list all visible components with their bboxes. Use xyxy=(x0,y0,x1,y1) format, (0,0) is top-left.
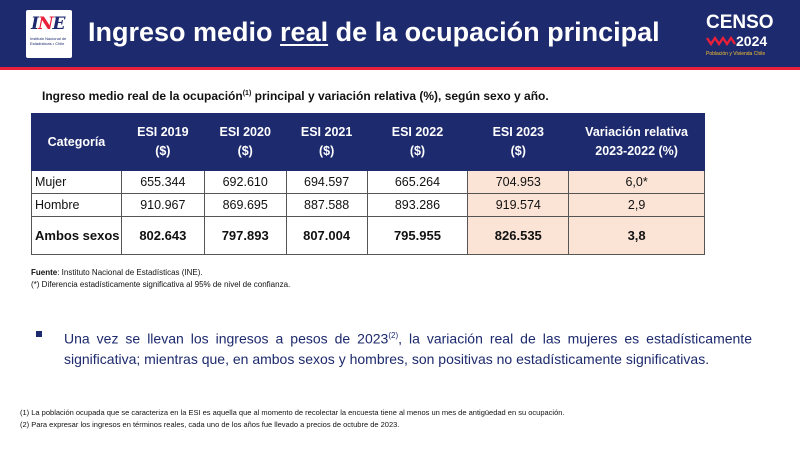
cell-categoria: Ambos sexos xyxy=(31,216,122,255)
cell-variacion: 2,9 xyxy=(568,193,705,217)
header-categoria: Categoría xyxy=(31,113,122,171)
censo-logo: CENSO 2024 Población y Vivienda Chile xyxy=(706,12,784,62)
significance-note: (*) Diferencia estadísticamente signific… xyxy=(31,280,291,289)
cell-esi-2020: 869.695 xyxy=(203,193,287,217)
table-row: Hombre 910.967 869.695 887.588 893.286 9… xyxy=(31,193,705,217)
footnotes: (1) La población ocupada que se caracter… xyxy=(20,407,565,431)
header-esi-2019: ESI 2019 ($) xyxy=(120,113,205,171)
cell-esi-2021: 807.004 xyxy=(285,216,368,255)
cell-categoria: Mujer xyxy=(31,170,122,194)
table-source: Fuente: Instituto Nacional de Estadístic… xyxy=(31,267,290,291)
cell-categoria: Hombre xyxy=(31,193,122,217)
censo-logo-word: CENSO xyxy=(706,12,774,33)
cell-esi-2023: 826.535 xyxy=(467,216,570,255)
header-esi-2023: ESI 2023 ($) xyxy=(467,113,570,171)
cell-esi-2019: 910.967 xyxy=(120,193,205,217)
table-header-row: Categoría ESI 2019 ($) ESI 2020 ($) ESI 20… xyxy=(31,113,705,171)
cell-esi-2022: 893.286 xyxy=(366,193,469,217)
cell-esi-2023: 704.953 xyxy=(467,170,570,194)
key-finding-text: Una vez se llevan los ingresos a pesos d… xyxy=(64,330,752,367)
cell-esi-2021: 887.588 xyxy=(285,193,368,217)
header-esi-2021: ESI 2021 ($) xyxy=(285,113,368,171)
income-table: Categoría ESI 2019 ($) ESI 2020 ($) ESI 20… xyxy=(31,113,705,255)
cell-esi-2020: 692.610 xyxy=(203,170,287,194)
censo-logo-subtitle: Población y Vivienda Chile xyxy=(706,51,766,57)
header-esi-2022: ESI 2022 ($) xyxy=(366,113,469,171)
cell-esi-2022: 795.955 xyxy=(366,216,469,255)
key-finding-bullet: Una vez se llevan los ingresos a pesos d… xyxy=(36,326,752,369)
cell-esi-2021: 694.597 xyxy=(285,170,368,194)
footnote-1: (1) La población ocupada que se caracter… xyxy=(20,408,565,417)
table-caption: Ingreso medio real de la ocupación(1) pr… xyxy=(42,89,549,103)
censo-logo-year: 2024 xyxy=(736,33,768,49)
page-title: Ingreso medio real de la ocupación princ… xyxy=(88,17,660,47)
cell-variacion: 3,8 xyxy=(568,216,705,255)
censo-wave-icon xyxy=(706,35,736,47)
ine-logo: INE Instituto Nacional de Estadísticas •… xyxy=(26,10,72,58)
cell-variacion: 6,0* xyxy=(568,170,705,194)
header-bar: INE Instituto Nacional de Estadísticas •… xyxy=(0,0,800,70)
cell-esi-2022: 665.264 xyxy=(366,170,469,194)
header-variacion: Variación relativa 2023-2022 (%) xyxy=(568,113,705,171)
cell-esi-2020: 797.893 xyxy=(203,216,287,255)
header-esi-2020: ESI 2020 ($) xyxy=(203,113,287,171)
footnote-2: (2) Para expresar los ingresos en términ… xyxy=(20,420,400,429)
source-line: Fuente: Instituto Nacional de Estadístic… xyxy=(31,268,203,277)
cell-esi-2019: 655.344 xyxy=(120,170,205,194)
ine-logo-subtitle: Instituto Nacional de Estadísticas • Chi… xyxy=(30,36,67,46)
table-row: Mujer 655.344 692.610 694.597 665.264 70… xyxy=(31,170,705,194)
table-row-total: Ambos sexos 802.643 797.893 807.004 795.… xyxy=(31,216,705,255)
cell-esi-2019: 802.643 xyxy=(120,216,205,255)
cell-esi-2023: 919.574 xyxy=(467,193,570,217)
square-bullet-icon xyxy=(36,331,42,337)
ine-logo-text: INE xyxy=(31,14,65,34)
